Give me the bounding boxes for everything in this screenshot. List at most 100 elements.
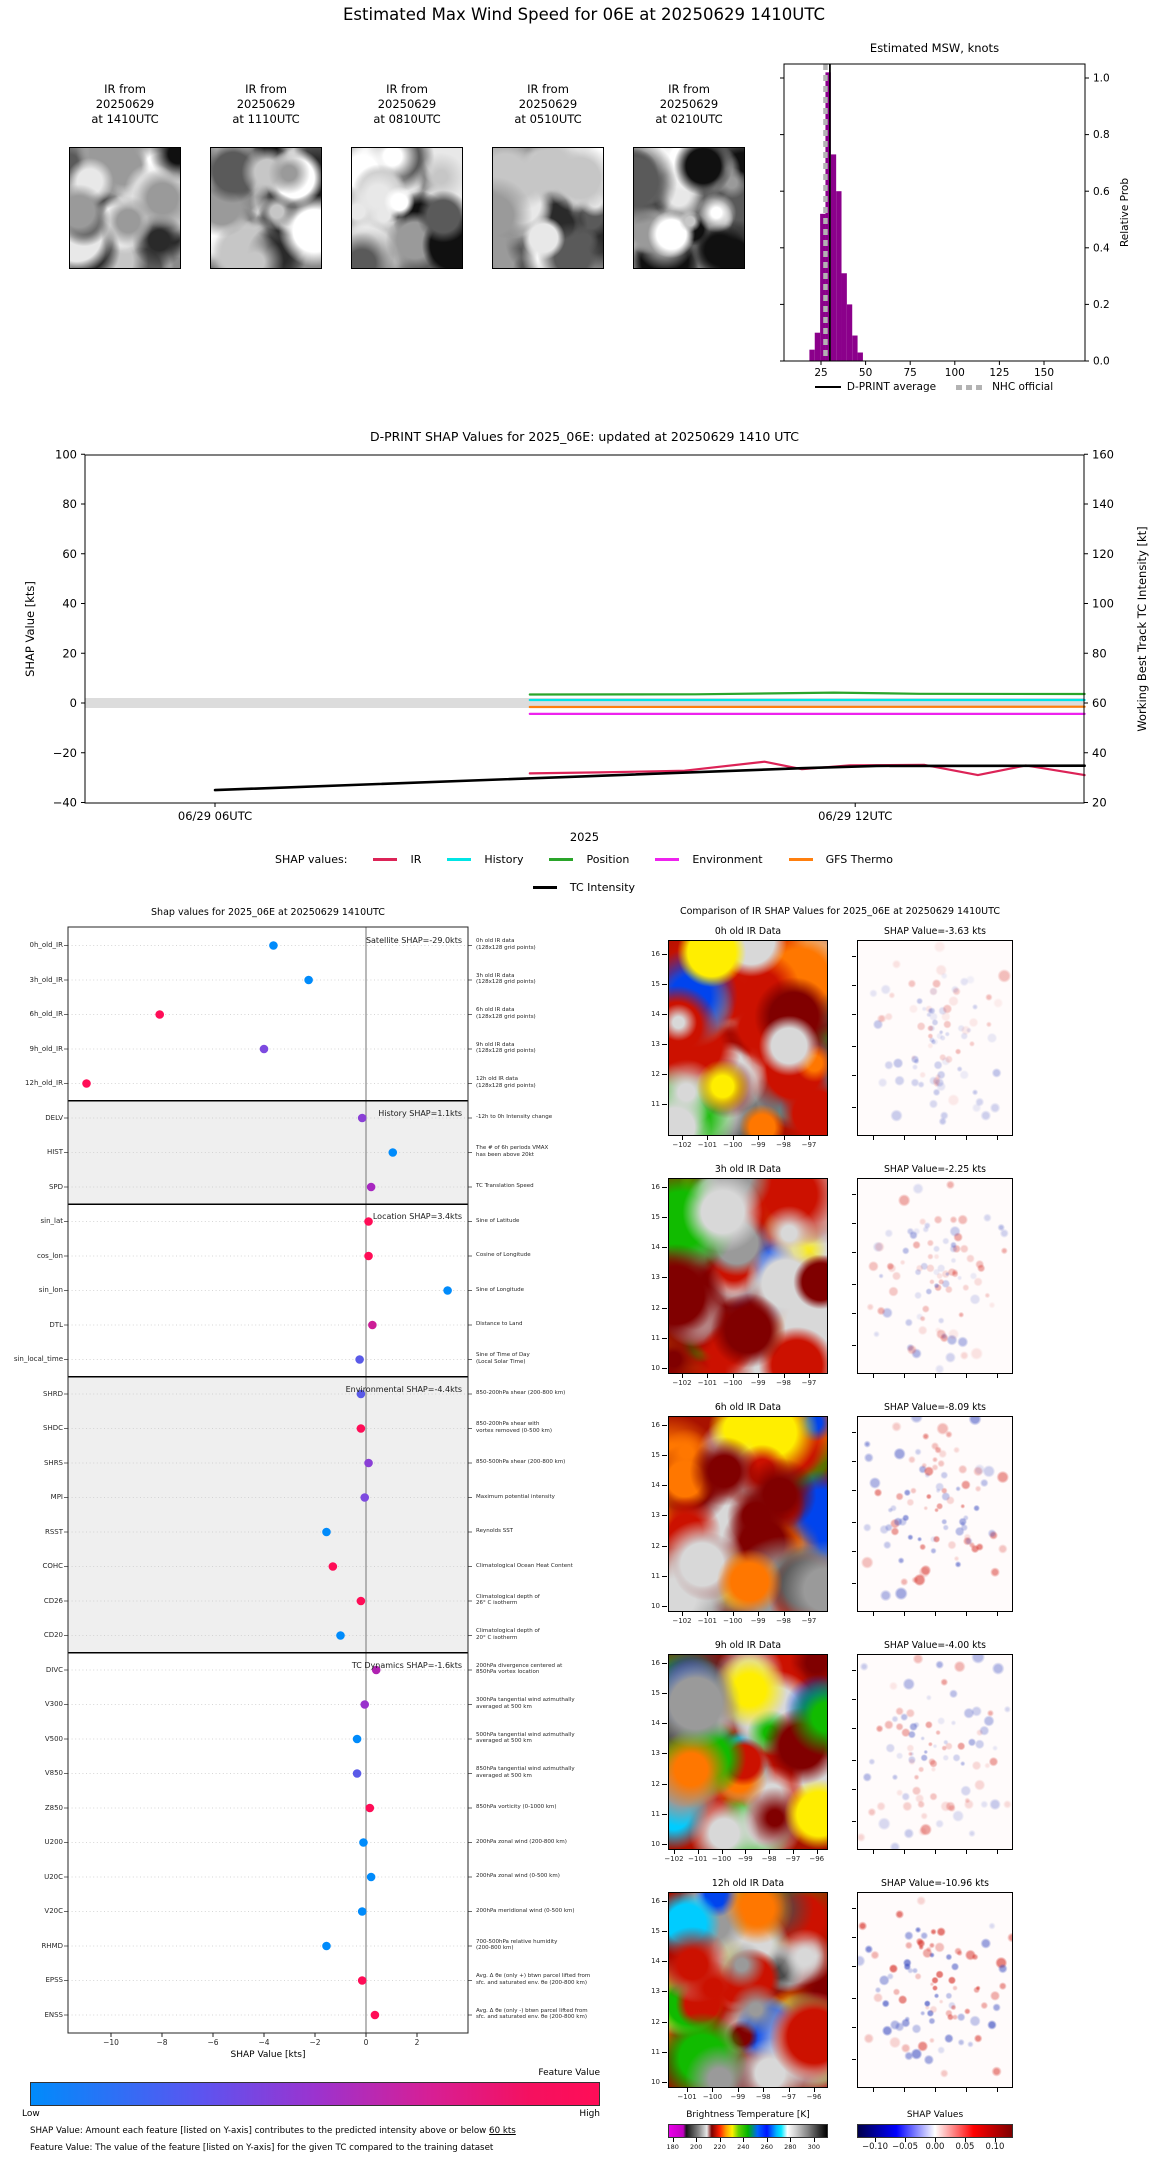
- y-tick: [662, 1217, 667, 1219]
- feature-label-V300: V300: [44, 1700, 63, 1708]
- x-tick: [816, 1850, 818, 1854]
- map-xtick-label: −99: [750, 1617, 766, 1625]
- legend-item-gfs-thermo: GFS Thermo: [788, 853, 893, 866]
- x-tick: [935, 1612, 936, 1616]
- y-tick: [662, 1187, 667, 1189]
- series-tc-intensity: [213, 764, 1086, 792]
- ir-map-4: [668, 1892, 828, 2088]
- x-tick-label: 50: [859, 367, 872, 379]
- y-tick: [852, 1521, 856, 1523]
- x-tick: [935, 2088, 936, 2092]
- x-tick: [732, 1612, 734, 1616]
- shap-dot-V850: [352, 1769, 362, 1778]
- y-tick: [852, 2058, 856, 2060]
- feature-desc-RHMD: 700-500hPa relative humidity (200-800 km…: [476, 1938, 558, 1952]
- shap-dot-sin_lat: [364, 1217, 373, 1226]
- hist-bar-20: [809, 349, 815, 361]
- ir-thumb-label-4: IR from 20250629 at 0210UTC: [624, 82, 754, 127]
- ir-thumb-label-line: 20250629: [236, 96, 296, 111]
- y-tick: [852, 1966, 856, 1968]
- beeswarm-xtick-label: 0: [363, 2038, 369, 2047]
- shap-dot-Z850: [365, 1803, 375, 1813]
- left-tick-label: −40: [53, 796, 77, 810]
- shap-dot-DTL: [368, 1320, 377, 1330]
- feature-label-sin_lon: sin_lon: [38, 1286, 63, 1294]
- x-tick: [872, 1612, 874, 1616]
- legend-item-tc-intensity: TC Intensity: [532, 881, 635, 894]
- y-tick: [852, 1106, 856, 1108]
- shap-dot-0h_old_IR: [269, 941, 278, 950]
- y-tick: [852, 1728, 856, 1730]
- legend-title: SHAP values:: [275, 853, 348, 866]
- brightness-temp-colorbar: [668, 2124, 828, 2138]
- shap-map-1: [857, 1178, 1013, 1374]
- y-tick: [852, 1820, 856, 1822]
- x-tick-label: 75: [904, 367, 917, 379]
- x-tick: [783, 1612, 785, 1616]
- map-xtick-label: −97: [785, 1855, 801, 1863]
- legend-label: History: [484, 853, 524, 866]
- feature-desc-9h_old_IR: 9h old IR data (128x128 grid points): [476, 1041, 536, 1055]
- map-xtick-label: −100: [723, 1379, 743, 1387]
- y-tick: [852, 1907, 856, 1909]
- y-tick: [662, 1901, 667, 1903]
- hist-bar-41: [846, 304, 853, 361]
- line-swatch-icon: [549, 858, 574, 861]
- x-tick: [814, 2088, 816, 2092]
- x-tick: [808, 1136, 810, 1140]
- x-tick: [935, 1136, 936, 1140]
- shap-timeseries-plot: D-PRINT SHAP Values for 2025_06E: update…: [23, 429, 1149, 844]
- x-tick: [783, 1136, 785, 1140]
- dashed-line-icon: [956, 384, 987, 390]
- x-tick-label: 06/29 06UTC: [178, 809, 252, 823]
- section-header-Satellite: Satellite SHAP=-29.0kts: [365, 936, 462, 945]
- ir-thumb-label-line: IR from: [668, 82, 710, 96]
- ir-thumb-label-line: at 0810UTC: [373, 111, 441, 126]
- x-tick: [681, 1612, 683, 1616]
- hist-bar-35: [836, 191, 842, 361]
- x-tick: [903, 2088, 905, 2092]
- x-tick: [903, 1136, 905, 1140]
- legend-label: Position: [586, 853, 630, 866]
- y-tick: [852, 1193, 856, 1195]
- y-tick-label: 0.8: [1093, 129, 1110, 141]
- y-tick: [662, 1425, 667, 1427]
- ir-thumb-label-line: IR from: [527, 82, 569, 96]
- ir-thumbnail-image-2: [351, 147, 463, 269]
- x-tick: [966, 1612, 968, 1616]
- bt-cb-tick-label: 180: [666, 2143, 679, 2151]
- y-tick: [852, 1789, 856, 1791]
- map-xtick-label: −101: [697, 1379, 717, 1387]
- feature-value-colorbar: [30, 2082, 600, 2106]
- shap-dot-COHC: [328, 1562, 338, 1571]
- shap-map-2: [857, 1416, 1013, 1612]
- x-tick: [745, 1850, 747, 1854]
- shap-dot-DELV: [357, 1113, 367, 1123]
- feature-label-MPI: MPI: [50, 1493, 63, 1501]
- map-ytick-label: 10: [651, 2077, 660, 2086]
- timeseries-title: D-PRINT SHAP Values for 2025_06E: update…: [370, 429, 799, 444]
- shap-dot-SHRD: [356, 1389, 366, 1399]
- feature-desc-CD26: Climatological depth of 26° C isotherm: [476, 1593, 540, 1607]
- feature-desc-sin_lon: Sine of Longitude: [476, 1286, 525, 1293]
- legend-label: NHC official: [992, 381, 1054, 393]
- x-tick-label: 150: [1034, 367, 1054, 379]
- feature-label-V20C: V20C: [44, 1907, 63, 1915]
- map-ytick-label: 14: [651, 1481, 660, 1490]
- y-tick: [662, 2021, 667, 2023]
- line-swatch-icon: [532, 886, 557, 889]
- ir-thumbnail-image-0: [69, 147, 181, 269]
- map-xtick-label: −99: [730, 2093, 746, 2101]
- shap-cb-tick-label: −0.05: [891, 2142, 919, 2152]
- ir-thumb-label-0: IR from 20250629 at 1410UTC: [60, 82, 190, 127]
- line-swatch-icon: [447, 858, 472, 861]
- map-ytick-label: 12: [651, 1541, 660, 1550]
- right-tick-label: 60: [1092, 696, 1107, 710]
- feature-label-3h_old_IR: 3h_old_IR: [29, 975, 64, 984]
- hist-bar-44: [852, 335, 858, 361]
- bt-cb-tick-label: 240: [737, 2143, 750, 2151]
- feature-value-colorbar-label: Feature Value: [538, 2068, 600, 2078]
- feature-label-CD20: CD20: [43, 1631, 63, 1639]
- map-ytick-label: 12: [651, 1779, 660, 1788]
- legend-item-position: Position: [549, 853, 629, 866]
